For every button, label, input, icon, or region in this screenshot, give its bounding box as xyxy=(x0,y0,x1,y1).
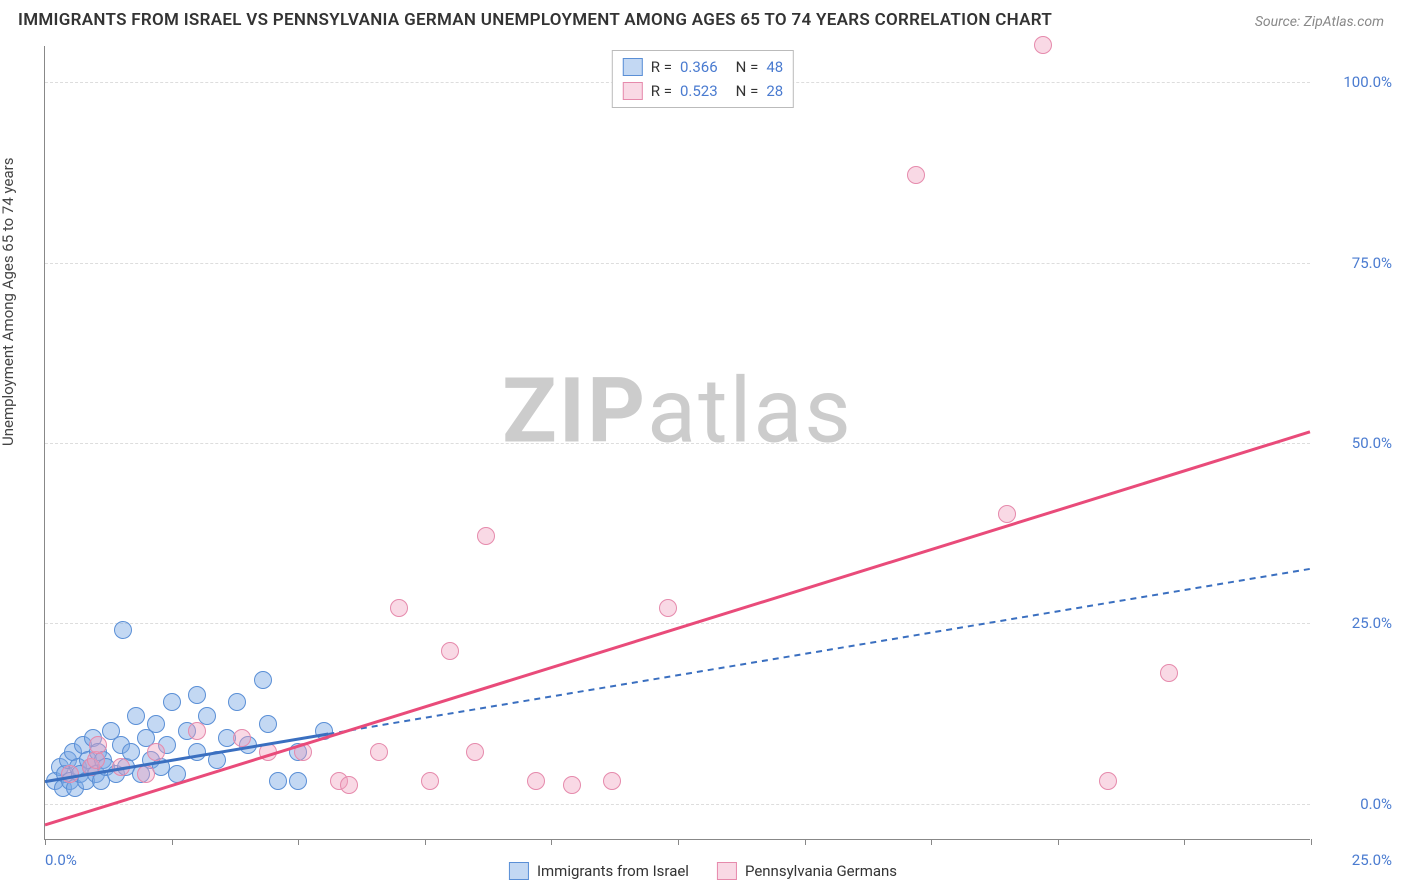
x-tick-label: 25.0% xyxy=(1352,851,1392,869)
x-tick xyxy=(931,839,932,845)
y-tick-label: 25.0% xyxy=(1352,614,1392,632)
legend-n-value: 48 xyxy=(766,58,783,76)
x-tick xyxy=(425,839,426,845)
x-tick-label: 0.0% xyxy=(45,851,77,869)
x-tick xyxy=(298,839,299,845)
legend-stat-row: R = 0.366 N = 48 xyxy=(623,55,783,79)
legend-r-value: 0.523 xyxy=(680,82,718,100)
legend-swatch xyxy=(717,862,737,880)
legend-n-label: N = xyxy=(736,58,759,76)
x-tick xyxy=(172,839,173,845)
y-tick-label: 100.0% xyxy=(1343,73,1392,91)
legend-swatch xyxy=(623,58,643,76)
trend-lines-layer xyxy=(45,46,1310,839)
chart-title: IMMIGRANTS FROM ISRAEL VS PENNSYLVANIA G… xyxy=(18,10,1052,30)
legend-swatch xyxy=(509,862,529,880)
legend-series: Immigrants from Israel Pennsylvania Germa… xyxy=(509,862,897,880)
legend-stat-row: R = 0.523 N = 28 xyxy=(623,79,783,103)
x-tick xyxy=(805,839,806,845)
x-tick xyxy=(551,839,552,845)
legend-swatch xyxy=(623,82,643,100)
legend-r-label: R = xyxy=(651,82,672,100)
y-tick-label: 50.0% xyxy=(1352,434,1392,452)
legend-series-item: Pennsylvania Germans xyxy=(717,862,897,880)
legend-r-value: 0.366 xyxy=(680,58,718,76)
legend-series-label: Immigrants from Israel xyxy=(537,862,689,880)
legend-r-label: R = xyxy=(651,58,672,76)
legend-stats: R = 0.366 N = 48 R = 0.523 N = 28 xyxy=(612,50,794,108)
trend-line xyxy=(45,432,1310,825)
legend-series-label: Pennsylvania Germans xyxy=(745,862,897,880)
trend-line-dash xyxy=(328,569,1310,734)
y-tick-label: 0.0% xyxy=(1360,795,1392,813)
legend-n-label: N = xyxy=(736,82,759,100)
x-tick xyxy=(45,839,46,845)
x-tick xyxy=(678,839,679,845)
y-axis-label: Unemployment Among Ages 65 to 74 years xyxy=(0,158,17,446)
legend-n-value: 28 xyxy=(766,82,783,100)
x-tick xyxy=(1311,839,1312,845)
y-tick-label: 75.0% xyxy=(1352,254,1392,272)
source-attribution: Source: ZipAtlas.com xyxy=(1255,14,1384,30)
plot-area: ZIPatlas 0.0%25.0%50.0%75.0%100.0%0.0%25… xyxy=(44,46,1310,840)
legend-series-item: Immigrants from Israel xyxy=(509,862,689,880)
trend-line xyxy=(45,734,328,782)
x-tick xyxy=(1184,839,1185,845)
x-tick xyxy=(1058,839,1059,845)
